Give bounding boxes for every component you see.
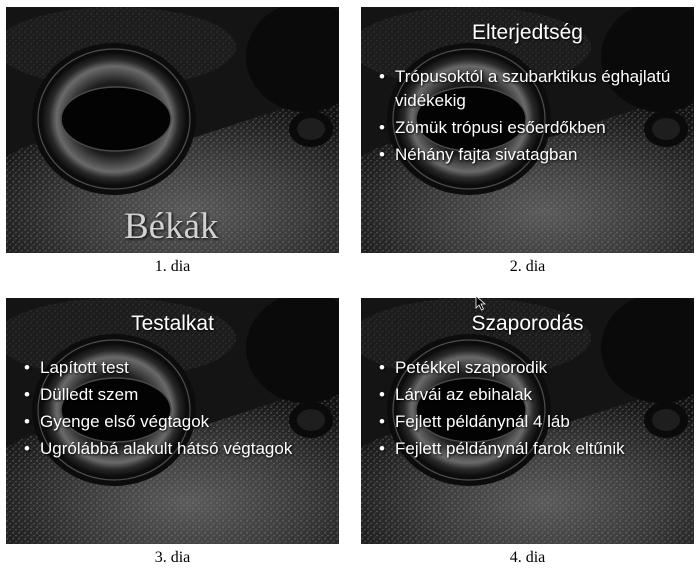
slide-caption-1: 1. dia [154,258,191,275]
bullet-item: Fejlett példánynál 4 láb [379,410,689,434]
mouse-cursor-icon [475,295,487,311]
bullet-item: Ugrólábbá alakult hátsó végtagok [24,437,334,461]
bullet-item: Trópusoktól a szubarktikus éghajlatú vid… [379,65,679,113]
bullet-item: Lapított test [24,356,334,380]
slide-caption-3: 3. dia [154,549,191,566]
bullet-item: Gyenge első végtagok [24,410,334,434]
slide-thumbnail-1[interactable]: Békák [6,7,339,253]
bullet-item: Néhány fajta sivatagban [379,143,679,167]
bullet-list: Lapított test Dülledt szem Gyenge első v… [24,356,334,464]
cover-title: Békák [124,206,219,247]
slide-caption-2: 2. dia [509,258,546,275]
bullet-list: Petékkel szaporodik Lárvái az ebihalak F… [379,356,689,464]
bullet-list: Trópusoktól a szubarktikus éghajlatú vid… [379,65,679,170]
bullet-item: Petékkel szaporodik [379,356,689,380]
slide-thumbnail-4[interactable]: Szaporodás Petékkel szaporodik Lárvái az… [361,298,694,544]
slide-caption-4: 4. dia [509,549,546,566]
slide-title: Szaporodás [471,312,584,335]
bullet-item: Zömük trópusi esőerdőkben [379,116,679,140]
bullet-item: Dülledt szem [24,383,334,407]
slide-thumbnail-2[interactable]: Elterjedtség Trópusoktól a szubarktikus … [361,7,694,253]
bullet-item: Lárvái az ebihalak [379,383,689,407]
slide-title: Testalkat [131,312,214,335]
slide-thumbnail-3[interactable]: Testalkat Lapított test Dülledt szem Gye… [6,298,339,544]
slide-title: Elterjedtség [472,21,583,44]
bullet-item: Fejlett példánynál farok eltűnik [379,437,689,461]
